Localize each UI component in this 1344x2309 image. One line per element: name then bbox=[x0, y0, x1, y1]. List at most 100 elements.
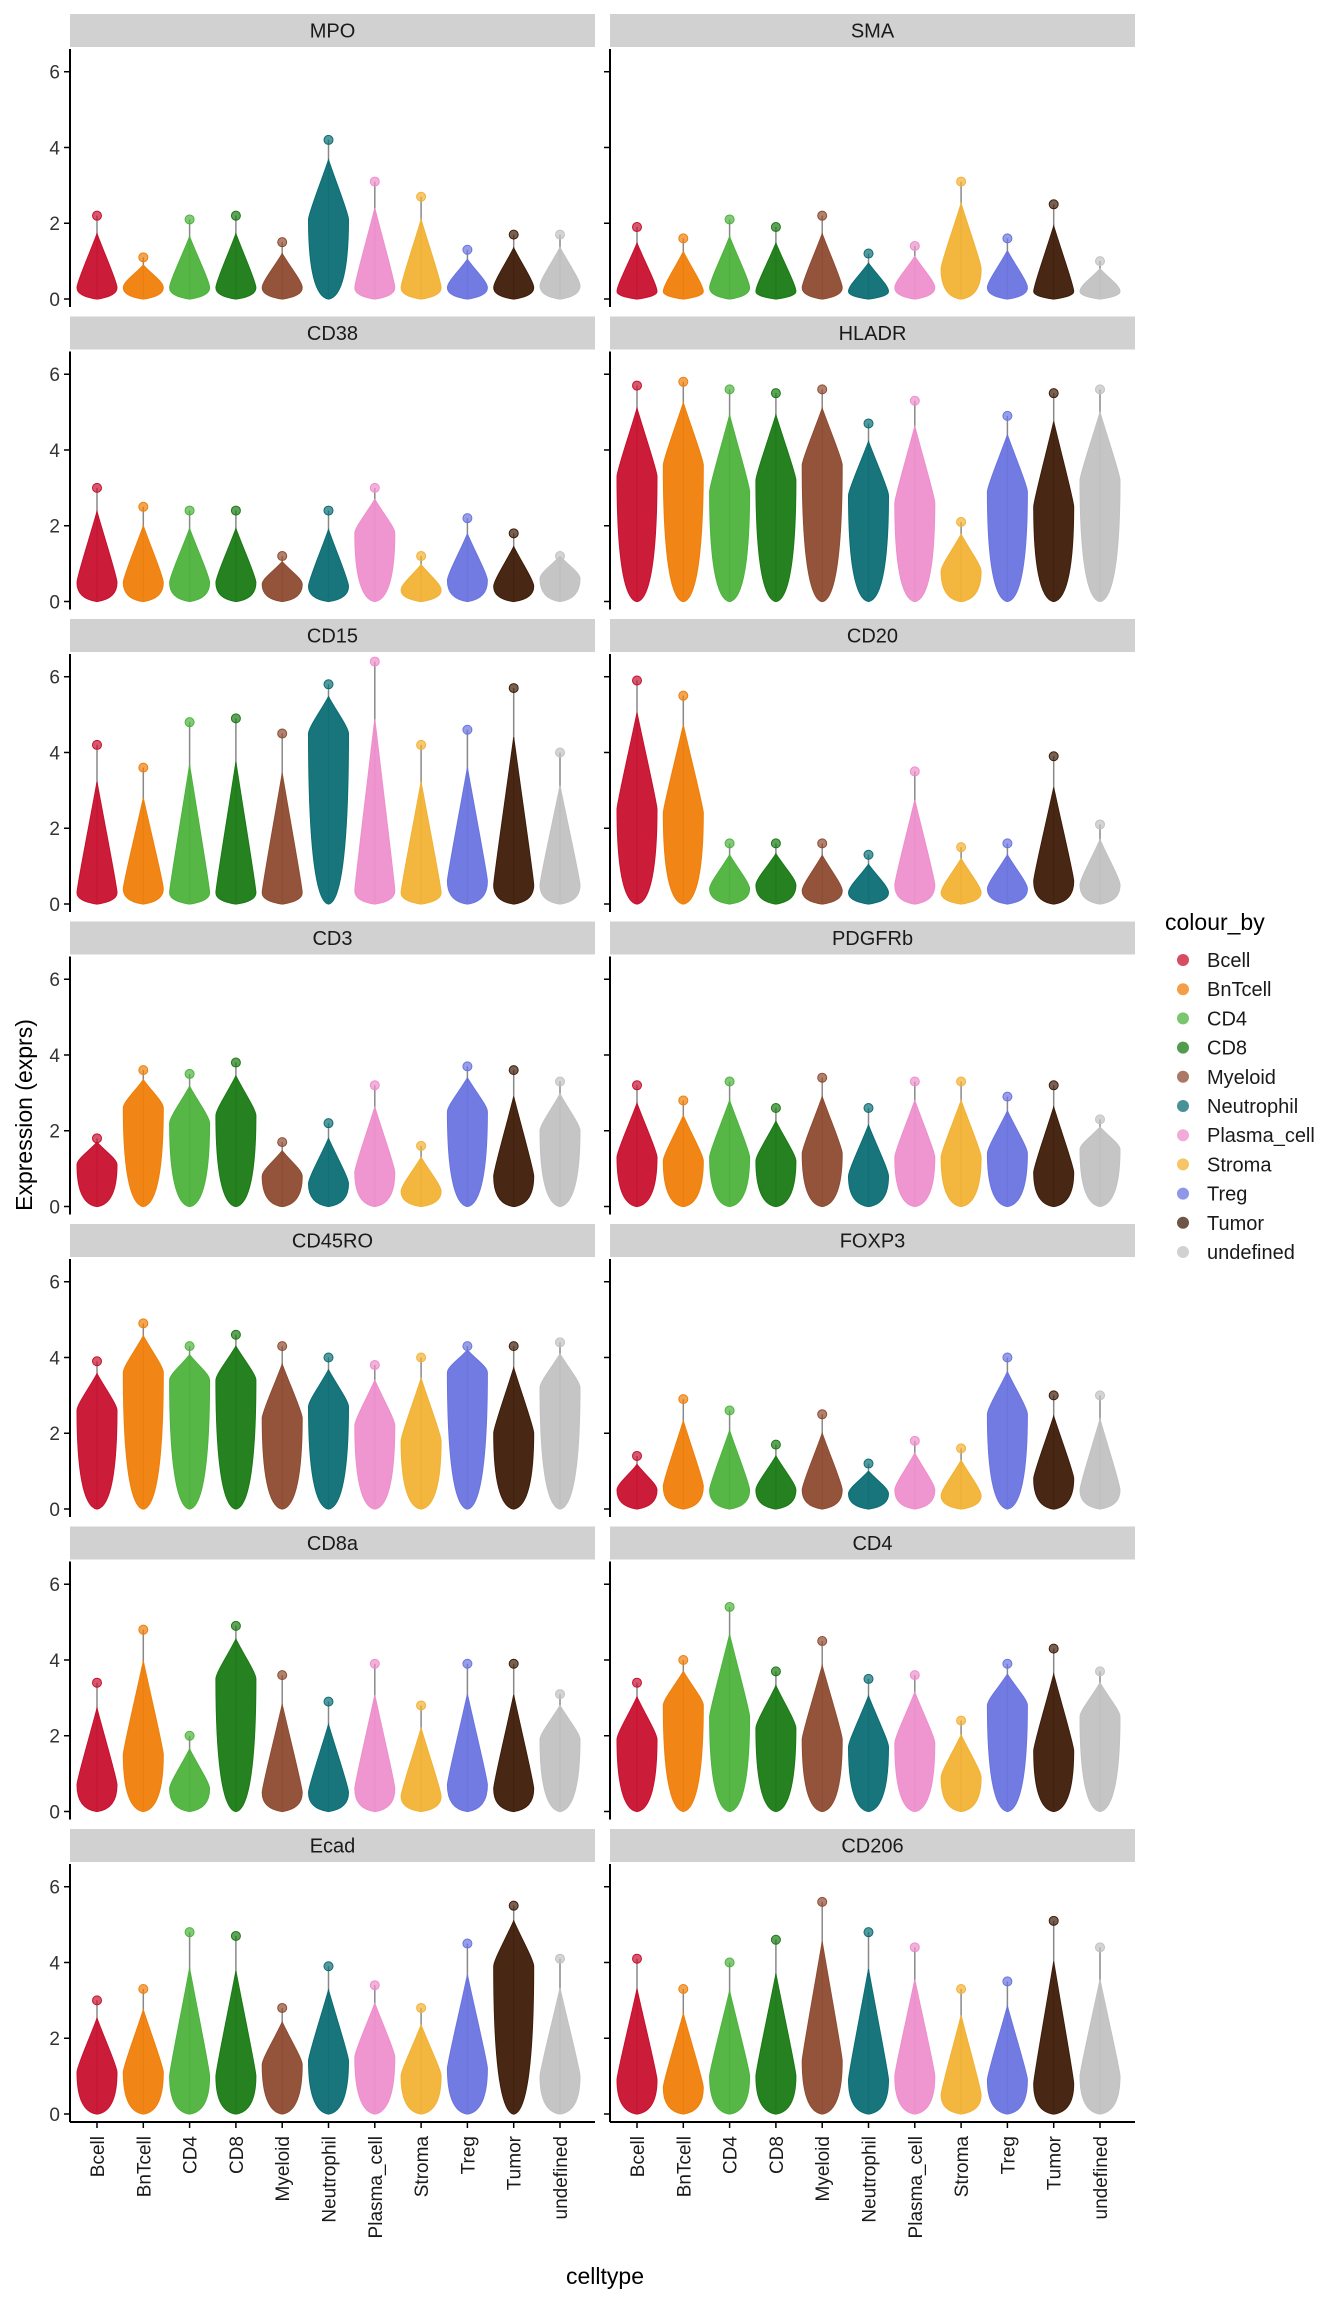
x-tick-label-neutrophil: Neutrophil bbox=[860, 2136, 881, 2223]
max-point-undefined bbox=[555, 229, 565, 240]
violin-bntcell bbox=[662, 250, 704, 300]
legend-key-cd8 bbox=[1177, 1041, 1189, 1054]
max-point-cd4 bbox=[184, 1341, 195, 1352]
facet-title: CD8a bbox=[307, 1533, 359, 1555]
legend-key-bntcell bbox=[1177, 983, 1189, 996]
facet-strip bbox=[610, 921, 1135, 955]
violin-cd4 bbox=[169, 764, 211, 905]
violin-bcell bbox=[616, 241, 658, 300]
violin-myeloid bbox=[261, 2020, 303, 2115]
facet-title: FOXP3 bbox=[840, 1231, 906, 1253]
max-point-undefined bbox=[1095, 256, 1105, 267]
panel-sma: SMA bbox=[604, 14, 1135, 307]
violin-stroma bbox=[400, 2023, 442, 2115]
max-point-tumor bbox=[1048, 1390, 1059, 1401]
violin-treg bbox=[986, 2004, 1028, 2115]
violin-undefined bbox=[1079, 1681, 1121, 1813]
x-tick-label-bcell: Bcell bbox=[628, 2136, 649, 2177]
max-point-stroma bbox=[416, 1352, 427, 1363]
legend-key-treg bbox=[1177, 1187, 1189, 1200]
violin-neutrophil bbox=[307, 1722, 350, 1813]
facet-strip bbox=[70, 14, 595, 47]
violin-bcell bbox=[616, 1463, 658, 1510]
violin-myeloid bbox=[801, 854, 843, 905]
violin-stroma bbox=[940, 201, 982, 300]
violin-cd4 bbox=[169, 527, 211, 603]
violin-cd4 bbox=[169, 1353, 211, 1510]
max-point-cd4 bbox=[184, 214, 195, 225]
x-axis-title: celltype bbox=[566, 2263, 644, 2289]
max-point-neutrophil bbox=[863, 248, 874, 259]
violin-cd8 bbox=[755, 852, 797, 905]
y-tick-label: 4 bbox=[49, 441, 60, 462]
violin-treg bbox=[446, 532, 488, 603]
legend: colour_by Bcell BnTcell CD4 CD8 Myeloid Neutro… bbox=[1165, 909, 1315, 1264]
violin-cd4 bbox=[169, 235, 211, 300]
x-tick-label-bntcell: BnTcell bbox=[674, 2136, 695, 2197]
violin-stroma bbox=[400, 781, 442, 905]
violin-undefined bbox=[539, 246, 581, 300]
violin-stroma bbox=[940, 2015, 982, 2115]
violin-bntcell bbox=[122, 264, 164, 300]
facet-strip bbox=[70, 1526, 595, 1560]
violin-bcell bbox=[616, 406, 658, 603]
facet-title: MPO bbox=[310, 21, 356, 43]
max-point-plasma-cell bbox=[909, 1942, 920, 1953]
violin-tumor bbox=[493, 545, 535, 603]
violin-undefined bbox=[1079, 1126, 1121, 1208]
max-point-undefined bbox=[1095, 1114, 1105, 1125]
violin-cd4 bbox=[709, 1990, 751, 2115]
violin-cd4 bbox=[169, 1747, 211, 1813]
violin-bcell bbox=[76, 781, 118, 905]
legend-key-myeloid bbox=[1177, 1070, 1189, 1083]
max-point-treg bbox=[462, 1658, 473, 1669]
max-point-cd8 bbox=[770, 1103, 781, 1114]
legend-key-bcell bbox=[1177, 954, 1189, 966]
max-point-treg bbox=[1002, 838, 1013, 849]
x-tick-label-plasma-cell: Plasma_cell bbox=[906, 2136, 927, 2238]
max-point-bntcell bbox=[678, 1095, 689, 1106]
violin-bntcell bbox=[122, 524, 164, 603]
max-point-treg bbox=[462, 513, 473, 524]
violin-myeloid bbox=[801, 232, 843, 300]
violin-treg bbox=[986, 853, 1028, 905]
violin-bcell bbox=[616, 1101, 658, 1208]
facet-strip bbox=[70, 316, 595, 350]
max-point-treg bbox=[462, 1341, 473, 1352]
violin-neutrophil bbox=[307, 158, 350, 300]
max-point-neutrophil bbox=[323, 134, 334, 145]
violin-stroma bbox=[400, 217, 442, 300]
violin-neutrophil bbox=[847, 863, 890, 905]
violin-undefined bbox=[539, 1704, 581, 1813]
violin-tumor bbox=[1033, 421, 1075, 603]
max-point-bcell bbox=[92, 1356, 102, 1367]
violin-stroma bbox=[940, 1733, 982, 1813]
max-point-bcell bbox=[92, 1677, 102, 1688]
violin-cd8 bbox=[755, 1973, 797, 2115]
violin-neutrophil bbox=[307, 1368, 350, 1510]
violin-cd4 bbox=[709, 412, 751, 603]
max-point-myeloid bbox=[277, 2002, 288, 2013]
violin-cd4 bbox=[709, 235, 751, 300]
max-point-myeloid bbox=[277, 237, 288, 248]
max-point-plasma-cell bbox=[369, 1080, 380, 1091]
max-point-cd4 bbox=[724, 1957, 735, 1968]
max-point-stroma bbox=[956, 1984, 967, 1994]
violin-treg bbox=[446, 1076, 488, 1208]
max-point-tumor bbox=[508, 1900, 519, 1911]
violin-tumor bbox=[1033, 787, 1075, 905]
violin-stroma bbox=[400, 1726, 442, 1813]
max-point-cd8 bbox=[770, 1666, 781, 1677]
x-tick-label-bcell: Bcell bbox=[88, 2136, 109, 2177]
max-point-plasma-cell bbox=[369, 1658, 380, 1669]
legend-key-tumor bbox=[1177, 1216, 1189, 1229]
max-point-cd4 bbox=[724, 1405, 735, 1416]
y-tick-label: 2 bbox=[49, 819, 60, 840]
legend-key-plasma-cell bbox=[1177, 1129, 1189, 1142]
max-point-treg bbox=[1002, 1976, 1013, 1987]
violin-tumor bbox=[1033, 1105, 1075, 1208]
max-point-tumor bbox=[508, 1341, 519, 1352]
max-point-cd8 bbox=[230, 713, 241, 724]
violin-undefined bbox=[1079, 410, 1121, 603]
violin-undefined bbox=[539, 1352, 581, 1510]
